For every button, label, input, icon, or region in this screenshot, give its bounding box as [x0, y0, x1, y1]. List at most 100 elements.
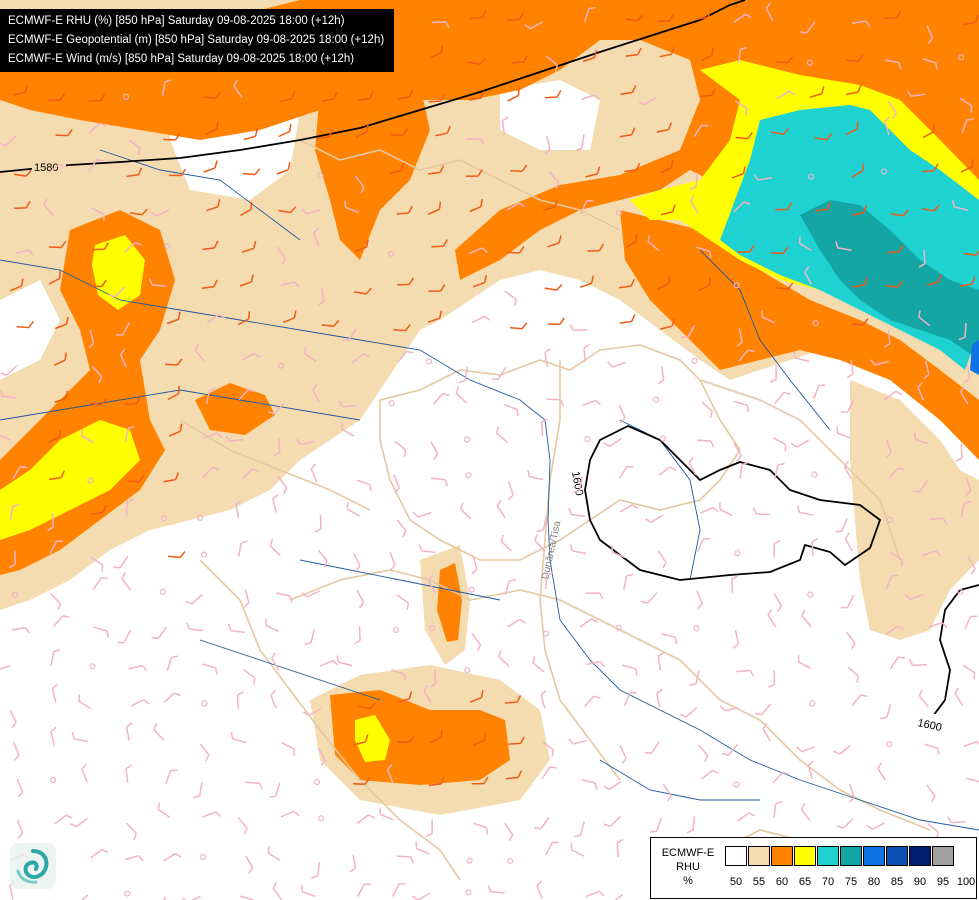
- wind-barb: [618, 465, 634, 479]
- wind-barb: [508, 736, 525, 745]
- wind-barb: [321, 319, 340, 328]
- wind-barb: [504, 578, 516, 595]
- wind-barb: [580, 199, 594, 214]
- wind-barb: [680, 324, 696, 339]
- wind-barb: [392, 883, 406, 897]
- wind-barb: [769, 365, 777, 383]
- contour-label-1600-east: 1600: [569, 470, 585, 496]
- wind-barb: [240, 201, 253, 217]
- wind-barb: [279, 91, 296, 103]
- wind-barb: [267, 402, 285, 415]
- wind-barb: [662, 783, 672, 802]
- wind-barb: [657, 550, 667, 569]
- wind-barb: [431, 239, 448, 248]
- wind-barb: [470, 10, 487, 20]
- wind-barb: [691, 357, 698, 364]
- wind-barb: [243, 668, 256, 685]
- wind-barb: [241, 352, 261, 361]
- wind-barb: [429, 45, 444, 59]
- wind-barb: [427, 574, 436, 594]
- wind-barb: [336, 655, 353, 667]
- wind-barb: [951, 200, 969, 211]
- wind-barb: [312, 384, 320, 403]
- wind-barb: [471, 555, 478, 575]
- legend-tick: 100: [956, 876, 976, 888]
- wind-barb: [752, 507, 771, 516]
- wind-barb: [656, 122, 673, 133]
- wind-barb: [775, 56, 794, 64]
- wind-barb: [625, 234, 638, 249]
- wind-barb: [491, 367, 507, 381]
- wind-barb: [696, 590, 703, 610]
- wind-barb: [433, 393, 450, 405]
- wind-barb: [15, 249, 34, 256]
- wind-barb: [796, 746, 816, 753]
- wind-barb: [89, 663, 96, 670]
- wind-barb: [511, 55, 528, 64]
- wind-barb: [354, 239, 369, 253]
- wind-barb: [471, 776, 489, 785]
- wind-barb: [507, 12, 524, 22]
- wind-barb: [772, 437, 787, 452]
- wind-barb: [693, 625, 700, 632]
- wind-barb: [464, 666, 471, 674]
- wind-barb: [738, 349, 755, 362]
- wind-barb: [602, 781, 622, 790]
- wind-barb: [887, 100, 897, 120]
- legend-tick: 95: [936, 876, 950, 888]
- wind-barb: [230, 732, 247, 744]
- wind-barb: [300, 885, 316, 898]
- wind-barb: [851, 694, 868, 707]
- wind-barb: [926, 784, 936, 803]
- wind-barb: [303, 707, 322, 717]
- wind-barb: [657, 365, 665, 385]
- wind-barb: [498, 649, 510, 667]
- wind-barb: [13, 200, 31, 209]
- wind-barb: [568, 507, 586, 517]
- wind-barb: [918, 249, 926, 268]
- wind-barb: [356, 479, 372, 492]
- wind-barb: [622, 664, 638, 676]
- header-line-geopotential: ECMWF-E Geopotential (m) [850 hPa] Satur…: [8, 34, 385, 46]
- wind-barb: [122, 93, 130, 101]
- wind-barb: [304, 629, 315, 646]
- wind-barb: [961, 118, 974, 134]
- wind-barb: [548, 171, 560, 189]
- wind-barb: [277, 476, 288, 495]
- wind-barb: [544, 348, 551, 367]
- wind-barb: [929, 517, 948, 525]
- wind-barb: [603, 437, 622, 447]
- wind-barb: [644, 514, 664, 523]
- wind-barb: [121, 572, 131, 591]
- wind-barb: [48, 163, 67, 174]
- wind-barb: [168, 551, 186, 559]
- wind-barb: [200, 551, 207, 558]
- rhu-gap-west-ring: [104, 250, 130, 290]
- wind-barb: [353, 626, 361, 645]
- wind-barb: [88, 158, 104, 172]
- wind-barb: [543, 199, 558, 211]
- wind-barb: [734, 99, 748, 116]
- wind-barb: [318, 815, 325, 822]
- wind-barb: [619, 504, 639, 513]
- wind-barb: [43, 198, 55, 217]
- country-borders: [179, 139, 931, 881]
- wind-barb: [798, 236, 812, 252]
- wind-barb: [793, 351, 810, 363]
- wind-barb: [129, 208, 148, 216]
- wind-barb: [851, 318, 869, 326]
- wind-barb: [544, 136, 551, 155]
- wind-barb: [852, 277, 868, 288]
- wind-barb: [356, 589, 365, 609]
- wind-barb: [886, 516, 894, 523]
- wind-barb: [883, 116, 890, 136]
- wind-barb: [790, 439, 810, 448]
- wind-barb: [926, 274, 942, 286]
- wind-barb: [579, 618, 598, 628]
- wind-barb: [186, 622, 204, 632]
- wind-barb: [88, 93, 106, 103]
- wind-barb: [507, 246, 525, 254]
- wind-barb: [775, 202, 793, 211]
- wind-barb: [808, 173, 815, 180]
